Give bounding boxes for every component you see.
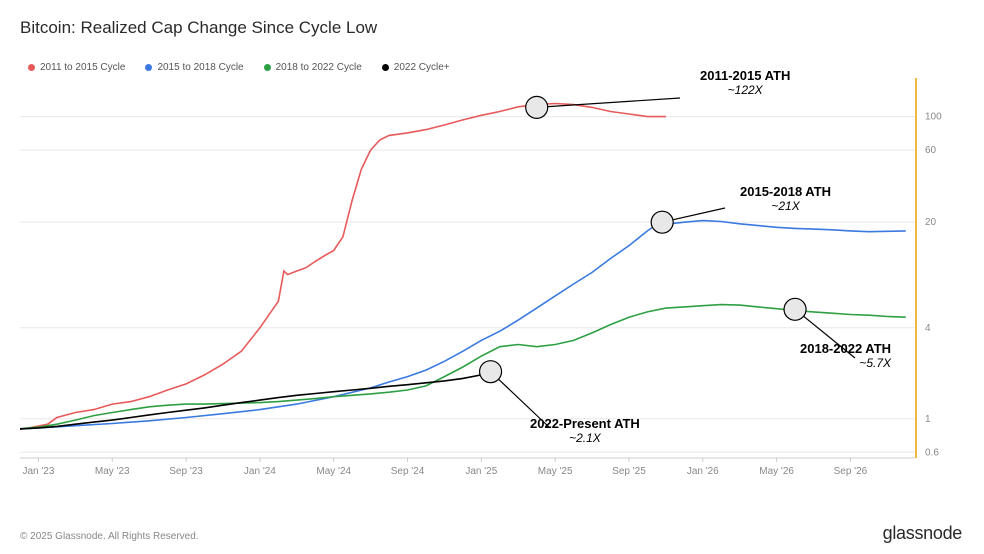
legend-item: 2015 to 2018 Cycle <box>145 62 243 73</box>
svg-text:Sep '25: Sep '25 <box>612 466 646 477</box>
svg-text:Jan '26: Jan '26 <box>687 466 719 477</box>
svg-text:1: 1 <box>925 414 931 425</box>
svg-text:May '26: May '26 <box>759 466 794 477</box>
legend-item: 2018 to 2022 Cycle <box>264 62 362 73</box>
series-2011 to 2015 Cycle <box>20 104 666 432</box>
brand-logo: glassnode <box>883 523 962 544</box>
chart-title: Bitcoin: Realized Cap Change Since Cycle… <box>20 18 377 38</box>
legend-dot <box>28 64 35 71</box>
svg-text:60: 60 <box>925 145 937 156</box>
svg-text:100: 100 <box>925 112 942 123</box>
legend: 2011 to 2015 Cycle 2015 to 2018 Cycle 2018… <box>28 62 450 73</box>
legend-label: 2018 to 2022 Cycle <box>276 62 362 73</box>
series-2022 Cycle+ <box>20 370 496 429</box>
chart-svg: 0.6 1 4 20 60 100 Jan '23 May '23 Sep '23 Jan '24… <box>20 78 964 488</box>
svg-text:20: 20 <box>925 217 937 228</box>
svg-text:Sep '24: Sep '24 <box>391 466 425 477</box>
svg-text:May '23: May '23 <box>95 466 130 477</box>
svg-text:Jan '25: Jan '25 <box>465 466 497 477</box>
legend-item: 2022 Cycle+ <box>382 62 450 73</box>
legend-dot <box>145 64 152 71</box>
svg-text:May '24: May '24 <box>316 466 351 477</box>
legend-dot <box>382 64 389 71</box>
svg-text:May '25: May '25 <box>538 466 573 477</box>
svg-text:0.6: 0.6 <box>925 447 939 458</box>
svg-text:Jan '23: Jan '23 <box>22 466 54 477</box>
footer-copyright: © 2025 Glassnode. All Rights Reserved. <box>20 531 199 542</box>
legend-label: 2011 to 2015 Cycle <box>40 62 125 73</box>
svg-text:4: 4 <box>925 323 931 334</box>
legend-label: 2022 Cycle+ <box>394 62 450 73</box>
legend-dot <box>264 64 271 71</box>
chart-container: 0.6 1 4 20 60 100 Jan '23 May '23 Sep '23 Jan '24… <box>20 78 964 488</box>
legend-item: 2011 to 2015 Cycle <box>28 62 125 73</box>
series-2018 to 2022 Cycle <box>20 305 906 430</box>
series-2015 to 2018 Cycle <box>20 221 906 430</box>
svg-text:Sep '26: Sep '26 <box>834 466 868 477</box>
svg-text:Sep '23: Sep '23 <box>169 466 203 477</box>
legend-label: 2015 to 2018 Cycle <box>157 62 243 73</box>
svg-text:Jan '24: Jan '24 <box>244 466 276 477</box>
